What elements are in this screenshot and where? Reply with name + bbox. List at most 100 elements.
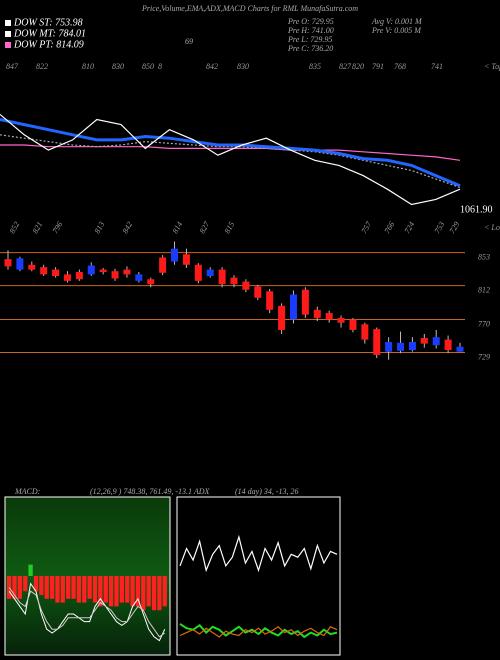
candle-body [456, 346, 464, 352]
histogram-bar [60, 576, 65, 603]
line [179, 626, 338, 638]
top-label: 827 [339, 62, 352, 71]
macd-params: (12,26,9 ) 748.38, 761.49, -13.1 ADX [90, 487, 211, 496]
legend-swatch [5, 20, 11, 26]
top-label: 768 [394, 62, 406, 71]
histogram-bar [103, 576, 108, 603]
histogram-bar [55, 576, 60, 603]
histogram-bar [162, 576, 167, 607]
candle-body [337, 317, 345, 323]
histogram-bar [71, 576, 76, 599]
line [0, 134, 461, 189]
top-label: 791 [372, 62, 384, 71]
histogram-bar [146, 576, 151, 607]
candle-body [444, 339, 452, 351]
level-label: 812 [478, 286, 490, 295]
histogram-bar [130, 576, 135, 607]
adx-label: (14 day) 34, -13, 26 [235, 487, 299, 496]
candle-body [147, 279, 155, 285]
top-label: 822 [36, 62, 48, 71]
line [179, 623, 338, 639]
info: Pre H: 741.00 [287, 26, 334, 35]
candle-body [28, 264, 36, 270]
top-label: 830 [112, 62, 124, 71]
line [0, 144, 461, 161]
candle-body [123, 269, 131, 275]
histogram-bar [28, 564, 33, 576]
candle-body [289, 294, 297, 320]
top-label: 835 [309, 62, 321, 71]
tops-caption: < Tops [484, 62, 500, 71]
line [8, 587, 166, 638]
candle-body [16, 258, 24, 270]
histogram-bar [114, 576, 119, 607]
candle-body [254, 286, 262, 298]
histogram-bar [17, 576, 23, 599]
candle-body [40, 267, 48, 275]
info: Pre C: 736.20 [287, 44, 333, 53]
top-label: 820 [352, 62, 364, 71]
level-label: 770 [478, 319, 490, 328]
candle-body [385, 342, 393, 352]
candle-body [408, 342, 416, 351]
candle-body [278, 305, 286, 330]
candle-body [313, 309, 321, 318]
histogram-bar [157, 576, 162, 611]
candle-body [159, 257, 167, 273]
candle-body [135, 274, 143, 281]
legend-entry: DOW ST: 753.98 [13, 17, 83, 28]
histogram-bar [151, 576, 157, 611]
top-label: 810 [82, 62, 94, 71]
candle-body [218, 269, 226, 285]
line [8, 582, 166, 642]
candle-body [432, 337, 440, 346]
candle-body [206, 269, 214, 277]
candle-body [230, 277, 238, 285]
candle-body [4, 259, 12, 267]
candle-body [194, 264, 202, 281]
candle-body [361, 324, 369, 340]
line [0, 113, 461, 206]
histogram-bar [39, 576, 44, 595]
top-label: 842 [206, 62, 218, 71]
legend-swatch [5, 42, 11, 48]
last-price: 1061.90 [460, 204, 493, 215]
histogram-bar [82, 576, 87, 603]
candle-body [301, 289, 309, 315]
histogram-bar [44, 576, 49, 599]
candle-body [52, 269, 60, 277]
histogram-bar [98, 576, 103, 607]
info: Avg V: 0.001 M [371, 17, 423, 26]
top-label: 741 [431, 62, 443, 71]
candle-body [182, 254, 190, 265]
candle-body [349, 319, 357, 330]
top-label: 8 [158, 62, 162, 71]
histogram-bar [87, 576, 92, 599]
candle-body [420, 337, 428, 344]
level-label: 729 [478, 352, 490, 361]
info: Pre L: 729.95 [287, 35, 332, 44]
histogram-bar [119, 576, 124, 603]
level-label: 853 [478, 253, 490, 262]
candle-body [75, 271, 83, 280]
info: Pre V: 0.005 M [371, 26, 422, 35]
top-label: 830 [237, 62, 249, 71]
title: Price,Volume,EMA,ADX,MACD Charts for RML… [141, 4, 358, 13]
marker: 69 [185, 37, 193, 46]
legend-swatch [5, 31, 11, 37]
candle-body [87, 265, 95, 275]
macd-label: MACD: [14, 487, 41, 496]
histogram-bar [23, 576, 28, 592]
histogram-bar [49, 576, 55, 599]
candle-body [373, 329, 381, 355]
histogram-bar [76, 576, 82, 603]
histogram-bar [33, 576, 39, 592]
histogram-bar [92, 576, 98, 603]
info: Pre O: 729.95 [287, 17, 334, 26]
line [179, 534, 338, 573]
histogram-bar [135, 576, 141, 607]
lows-caption: < Lows [484, 223, 500, 232]
histogram-bar [141, 576, 146, 611]
